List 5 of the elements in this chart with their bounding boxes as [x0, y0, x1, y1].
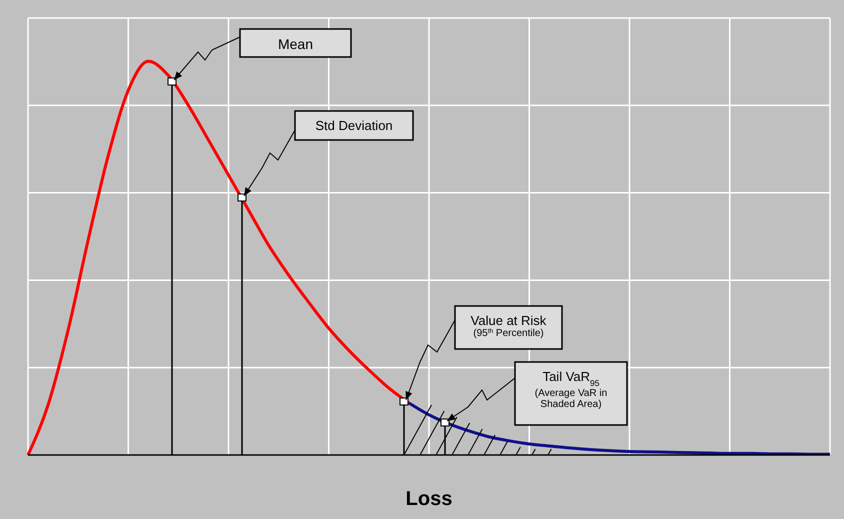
text: Mean: [278, 36, 314, 52]
annotation: Value at Risk (95$^{th}$ Percentile): [470, 313, 547, 339]
annotation: Std Deviation: [315, 118, 393, 133]
x-axis-title: Loss: [406, 488, 452, 510]
annotation: Tail VaR$_{95}$ (Average VaR in Shaded Area): [534, 369, 608, 410]
